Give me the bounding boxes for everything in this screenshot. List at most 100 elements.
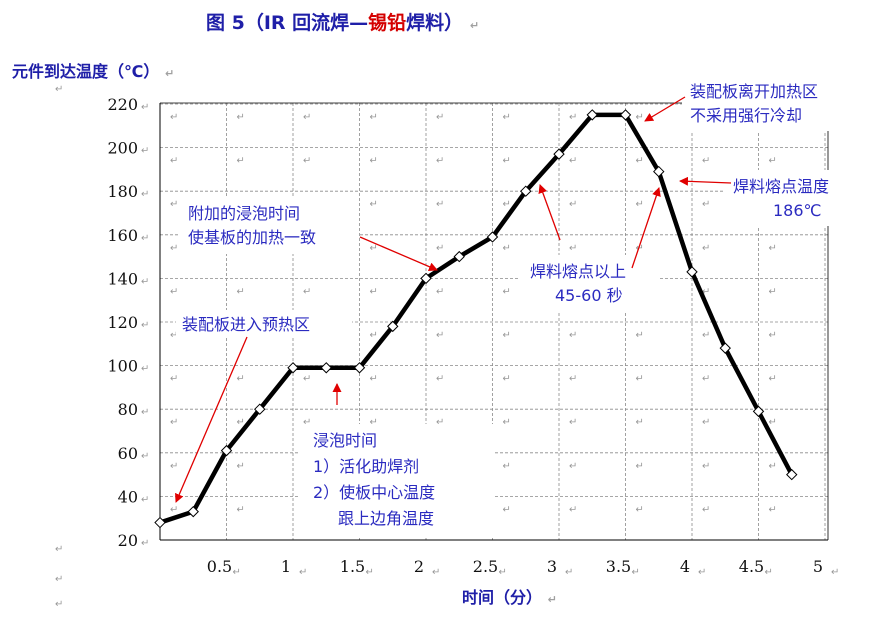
- grid-para-mark: ↵: [170, 461, 178, 472]
- grid-para-mark: ↵: [769, 417, 777, 428]
- grid-para-mark: ↵: [503, 199, 511, 210]
- grid-para-mark: ↵: [237, 374, 245, 385]
- annotation-text: 1）活化助焊剂: [313, 457, 419, 476]
- grid-para-mark: ↵: [769, 461, 777, 472]
- y-tick-para-mark: ↵: [141, 189, 149, 200]
- y-tick-para-mark: ↵: [141, 102, 149, 113]
- annotation-arrow: [631, 187, 661, 269]
- grid-para-mark: ↵: [636, 504, 644, 515]
- y-tick-para-mark: ↵: [141, 320, 149, 331]
- grid-para-mark: ↵: [370, 374, 378, 385]
- grid-para-mark: ↵: [436, 112, 444, 123]
- data-point: [254, 403, 266, 415]
- data-point: [287, 362, 299, 374]
- annotation-arrow: [359, 236, 438, 271]
- annotation-arrow: [644, 96, 686, 122]
- data-point: [453, 250, 465, 263]
- grid-para-mark: ↵: [370, 330, 378, 341]
- grid-para-mark: ↵: [569, 374, 577, 385]
- annotation-text: 浸泡时间: [313, 431, 377, 450]
- y-tick-para-mark: ↵: [141, 146, 149, 157]
- grid-para-mark: ↵: [170, 112, 178, 123]
- grid-para-mark: ↵: [436, 417, 444, 428]
- grid-para-mark: ↵: [237, 286, 245, 297]
- grid-para-mark: ↵: [569, 243, 577, 254]
- annotation-text: 186℃: [773, 201, 822, 220]
- grid-para-mark: ↵: [436, 156, 444, 167]
- grid-para-mark: ↵: [503, 504, 511, 515]
- series-line: [159, 112, 794, 525]
- x-axis-title: 时间（分） ↵: [462, 584, 557, 608]
- grid-para-mark: ↵: [170, 374, 178, 385]
- x-tick-label: 3: [547, 557, 557, 576]
- y-tick-label: 100: [107, 357, 138, 376]
- annotation-box: [725, 170, 857, 226]
- grid-para-mark: ↵: [569, 461, 577, 472]
- annotation-text: 2）使板中心温度: [313, 483, 435, 502]
- grid-para-mark: ↵: [237, 461, 245, 472]
- annotation-text: 使基板的加热一致: [188, 228, 316, 247]
- grid-para-mark: ↵: [503, 417, 511, 428]
- data-point: [320, 362, 332, 374]
- annotation-box: [180, 196, 358, 254]
- grid-para-mark: ↵: [503, 286, 511, 297]
- x-tick-para-mark: ↵: [499, 567, 507, 578]
- grid-para-mark: ↵: [237, 156, 245, 167]
- y-tick-label: 80: [118, 400, 138, 419]
- y-tick-para-mark: ↵: [141, 538, 149, 549]
- annotation-text: 装配板进入预热区: [182, 315, 310, 334]
- y-tick-label: 220: [107, 95, 138, 114]
- x-tick-labels: 0.5 ↵ 1 ↵ 1.5 ↵ 2 ↵ 2.5 ↵ 3 ↵ 3.5 ↵ 4 ↵ 4.5 ↵ 5 ↵ ↵ ↵ ↵ ↵: [55, 84, 839, 610]
- grid-para-mark: ↵: [702, 243, 710, 254]
- grid-para-mark: ↵: [170, 417, 178, 428]
- x-tick-label: 4.5: [739, 557, 764, 576]
- x-tick-para-mark: ↵: [831, 567, 839, 578]
- grid-para-mark: ↵: [702, 374, 710, 385]
- y-tick-label: 20: [118, 531, 138, 550]
- x-tick-label: 1.5: [340, 557, 365, 576]
- x-tick-para-mark: ↵: [565, 567, 573, 578]
- temperature-series: [154, 109, 798, 529]
- annotation-text: 不采用强行冷却: [690, 106, 802, 125]
- x-tick-para-mark: ↵: [765, 567, 773, 578]
- grid-para-mark: ↵: [636, 330, 644, 341]
- y-tick-para-mark: ↵: [141, 276, 149, 287]
- grid-para-mark: ↵: [636, 374, 644, 385]
- data-point: [187, 505, 199, 518]
- margin-para-mark: ↵: [55, 574, 63, 585]
- grid-para-mark: ↵: [436, 330, 444, 341]
- grid-para-mark: ↵: [569, 504, 577, 515]
- x-tick-para-mark: ↵: [432, 567, 440, 578]
- grid-para-mark: ↵: [237, 504, 245, 515]
- data-point: [387, 320, 399, 333]
- title-prefix: 图 5（IR 回流焊—: [206, 12, 369, 34]
- annotation-text: 焊料熔点以上: [530, 262, 626, 281]
- grid-para-mark: ↵: [769, 504, 777, 515]
- data-point: [553, 148, 565, 160]
- grid-para-mark: ↵: [370, 156, 378, 167]
- chart-title: 图 5（IR 回流焊—锡铅焊料） ↵: [206, 8, 479, 35]
- grid-para-mark: ↵: [436, 243, 444, 254]
- grid-para-mark: ↵: [569, 199, 577, 210]
- grid-para-mark: ↵: [769, 286, 777, 297]
- grid-para-mark: ↵: [170, 286, 178, 297]
- grid-para-mark: ↵: [702, 417, 710, 428]
- annotation-arrow: [175, 336, 248, 503]
- y-tick-para-mark: ↵: [141, 494, 149, 505]
- data-point: [619, 109, 632, 121]
- grid-para-mark: ↵: [569, 417, 577, 428]
- data-point: [719, 342, 731, 354]
- annotation-text: 跟上边角温度: [338, 509, 434, 528]
- data-point: [520, 185, 532, 197]
- data-point: [752, 405, 765, 418]
- y-tick-label: 200: [107, 139, 138, 158]
- grid-para-mark: ↵: [569, 112, 577, 123]
- x-tick-label: 0.5: [207, 557, 232, 576]
- grid-para-mark: ↵: [170, 330, 178, 341]
- grid-para-mark: ↵: [503, 243, 511, 254]
- x-tick-label: 3.5: [606, 557, 631, 576]
- grid-para-mark: ↵: [503, 330, 511, 341]
- grid-para-mark: ↵: [569, 330, 577, 341]
- grid-para-mark: ↵: [569, 156, 577, 167]
